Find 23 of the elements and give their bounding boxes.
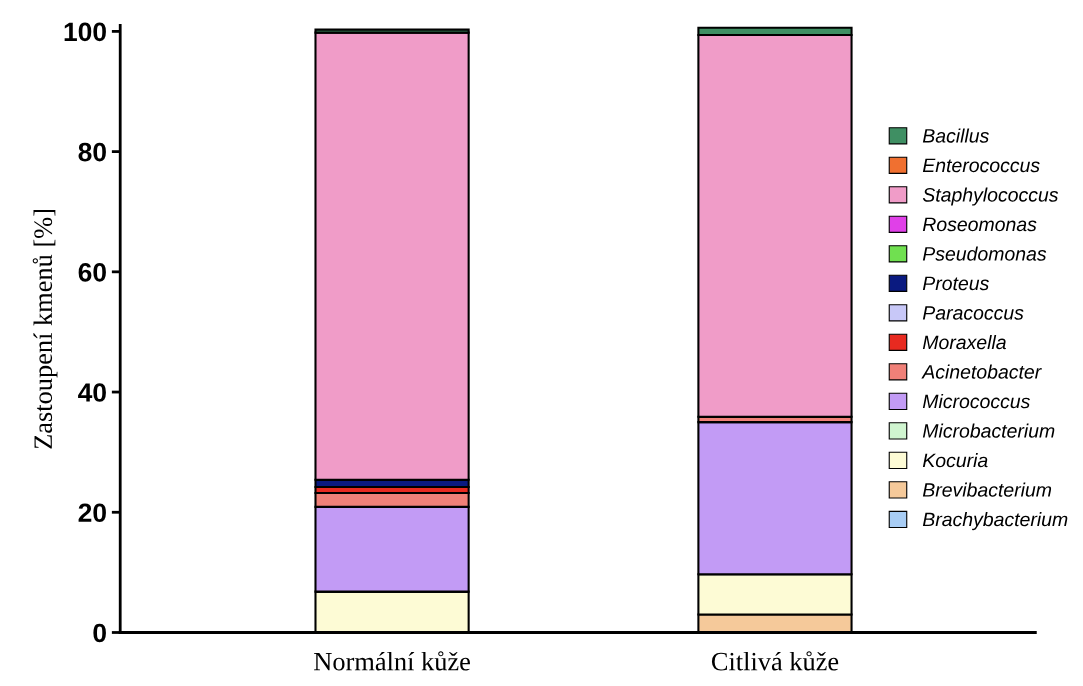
legend-label: Pseudomonas	[922, 246, 1047, 261]
y-tick-label: 80	[78, 142, 106, 162]
y-tick-label: 40	[78, 383, 106, 402]
legend-label: Microbacterium	[922, 423, 1055, 438]
legend-label: Brevibacterium	[922, 482, 1052, 497]
y-tick-label: 20	[78, 503, 106, 523]
legend-label: Kocuria	[922, 453, 988, 468]
legend-label: Staphylococcus	[922, 187, 1059, 206]
legend-label: Micrococcus	[922, 393, 1030, 409]
y-tick-label: 60	[78, 262, 106, 282]
legend-label: Paracoccus	[922, 306, 1024, 320]
legend-label: Acinetobacter	[921, 364, 1042, 379]
y-axis-title: Zastoupení kmenů [%]	[32, 209, 58, 449]
y-tick-label: 0	[93, 623, 106, 643]
legend-label: Moraxella	[922, 334, 1006, 350]
legend-label: Brachybacterium	[922, 512, 1068, 531]
legend-label: Bacillus	[922, 128, 989, 143]
legend-label: Roseomonas	[922, 217, 1037, 232]
x-tick-label: Normální kůže	[314, 651, 470, 671]
legend-label: Proteus	[922, 276, 989, 291]
legend-label: Enterococcus	[922, 158, 1040, 173]
x-tick-label: Citlivá kůže	[711, 651, 839, 671]
y-tick-label: 100	[64, 22, 106, 42]
